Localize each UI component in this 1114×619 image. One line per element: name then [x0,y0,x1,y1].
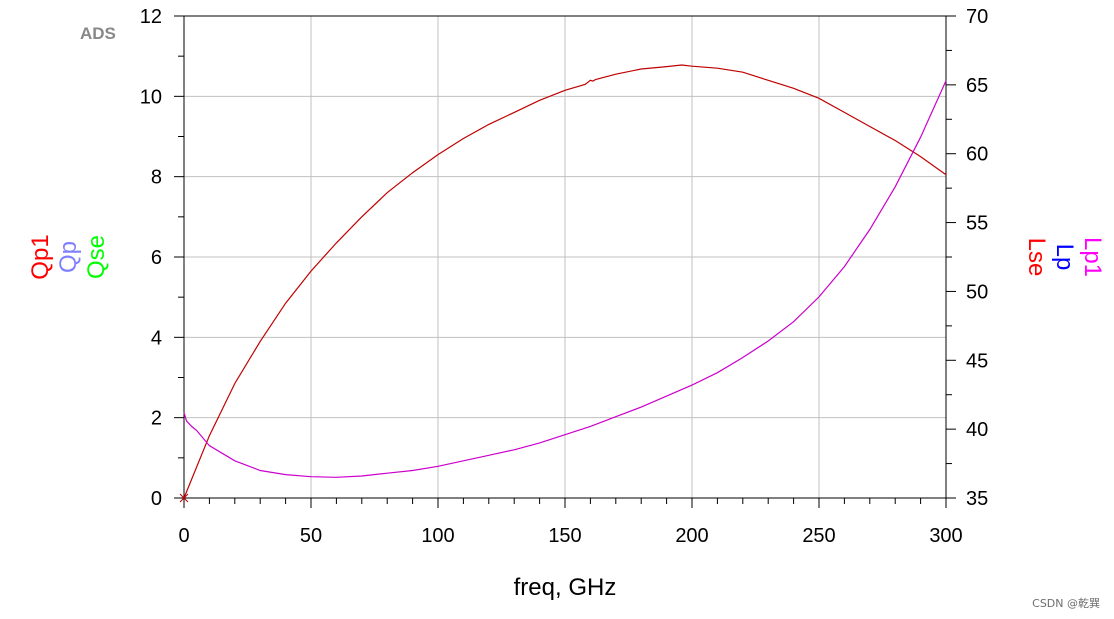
y-right-tick-label: 60 [966,144,988,166]
x-tick-label: 150 [548,525,581,547]
x-axis-title: freq, GHz [514,574,617,601]
y-right-axis-title-lp1: Lp1 [1079,237,1106,277]
watermark: CSDN @乾巽 [1032,597,1100,610]
y-right-axis-title-lse: Lse [1023,238,1050,277]
ads-logo: ADS [80,24,116,43]
y-left-axis-title-qse: Qse [83,235,110,279]
grid-lines [184,16,946,498]
y-right-axis-title-lp: Lp [1051,244,1078,271]
x-tick-label: 100 [421,525,454,547]
y-left-axis-title-qp: Qp [55,241,82,273]
y-right-tick-label: 65 [966,75,988,97]
y-left-tick-label: 12 [140,6,162,28]
series-layer [179,64,947,503]
y-right-tick-label: 50 [966,281,988,303]
y-right-tick-label: 45 [966,350,988,372]
y-left-tick-label: 10 [140,86,162,108]
y-right-tick-label: 35 [966,488,988,510]
y-right-tick-label: 40 [966,419,988,441]
y-left-tick-label: 6 [151,247,162,269]
y-left-tick-label: 2 [151,408,162,430]
x-tick-label: 0 [178,525,189,547]
left-axis-labels: Qp1 Qp Qse [27,234,110,279]
origin-marker [179,493,189,503]
axis-ticks: 0 50 100 150 200 250 300 0 2 4 6 8 10 12 35 40 45 50 55 60 6… [140,6,989,547]
y-right-tick-label: 70 [966,6,988,28]
series-line-right [183,80,947,478]
y-left-tick-label: 4 [151,327,162,349]
y-left-axis-title-qp1: Qp1 [27,234,54,279]
x-tick-label: 250 [802,525,835,547]
y-right-tick-label: 55 [966,213,988,235]
x-tick-label: 300 [929,525,962,547]
y-left-tick-label: 8 [151,167,162,189]
x-tick-label: 50 [300,525,322,547]
y-left-tick-label: 0 [151,488,162,510]
x-tick-label: 200 [675,525,708,547]
